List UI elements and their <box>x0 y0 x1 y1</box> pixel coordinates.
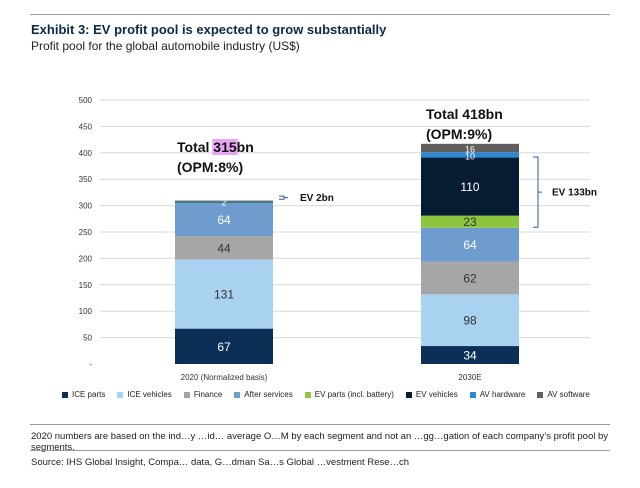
data-label: 62 <box>463 271 477 285</box>
bar-segment-av-hardware <box>421 152 519 158</box>
x-category-label: 2030E <box>458 373 481 382</box>
y-tick-label: 450 <box>79 122 93 131</box>
y-tick-label: 200 <box>79 254 93 263</box>
y-tick-label: 300 <box>79 202 93 211</box>
bar-segment-av-software <box>421 143 519 153</box>
y-tick-label: - <box>89 360 92 369</box>
total-annotation: Total 418bn <box>426 106 503 122</box>
bar-segment-ice-vehicles <box>175 259 273 329</box>
legend-item: AV hardware <box>469 390 526 399</box>
legend-item: AV software <box>537 390 590 399</box>
legend-swatch <box>117 391 124 398</box>
legend-label: ICE vehicles <box>127 390 172 399</box>
data-label: 131 <box>214 288 234 302</box>
bar-segment-ev-parts-incl-battery- <box>421 215 519 228</box>
data-label: 44 <box>217 241 231 255</box>
legend-label: EV parts (incl. battery) <box>314 390 394 399</box>
legend-swatch <box>405 391 412 398</box>
legend-item: After services <box>234 390 293 399</box>
bar-segment-ice-parts <box>421 346 519 364</box>
legend-item: ICE vehicles <box>117 390 172 399</box>
bar-segment-ev-vehicles <box>421 157 519 216</box>
legend-label: Finance <box>193 390 223 399</box>
legend-label: EV vehicles <box>415 390 458 399</box>
bar-segment-ice-parts <box>175 328 273 364</box>
data-label: 16 <box>465 145 475 155</box>
y-tick-label: 250 <box>79 228 93 237</box>
ev-bracket-label: EV 133bn <box>552 188 597 199</box>
data-label: 34 <box>463 349 477 363</box>
data-label: 23 <box>463 215 477 229</box>
bar-segment-finance <box>421 261 519 295</box>
source-note: Source: IHS Global Insight, Compa… data,… <box>31 457 410 468</box>
y-tick-label: 50 <box>83 334 92 343</box>
source-rule <box>30 450 610 451</box>
legend-swatch <box>234 391 241 398</box>
legend-item: Finance <box>183 390 223 399</box>
data-label: 67 <box>217 340 231 354</box>
ev-bracket-label: EV 2bn <box>300 193 334 204</box>
chart-legend: ICE parts ICE vehicles Finance After servic… <box>62 390 590 399</box>
y-tick-label: 100 <box>79 307 93 316</box>
highlight-mark <box>212 139 238 155</box>
footnote-rule <box>30 424 610 425</box>
data-label: 10 <box>465 151 475 161</box>
footnote: 2020 numbers are based on the ind…y …id…… <box>31 431 609 453</box>
legend-label: ICE parts <box>72 390 106 399</box>
data-label: 110 <box>460 180 479 194</box>
data-label: 64 <box>217 213 231 227</box>
exhibit-title: Exhibit 3: EV profit pool is expected to… <box>31 22 387 37</box>
bar-segment-av-software <box>175 200 273 202</box>
opm-annotation: (OPM:8%) <box>177 159 243 175</box>
bar-segment-after-services <box>421 227 519 262</box>
exhibit-subtitle: Profit pool for the global automobile in… <box>31 39 300 53</box>
total-annotation: Total 315bn <box>177 139 254 155</box>
ev-bracket <box>279 195 288 200</box>
bar-segment-ice-vehicles <box>421 294 519 347</box>
legend-swatch <box>537 391 544 398</box>
top-rule <box>30 14 610 15</box>
opm-annotation: (OPM:9%) <box>426 126 492 142</box>
data-label: 64 <box>463 238 477 252</box>
legend-swatch <box>183 391 190 398</box>
legend-swatch <box>469 391 476 398</box>
data-label: 2 <box>221 198 226 208</box>
y-tick-label: 500 <box>79 96 93 105</box>
legend-label: AV hardware <box>479 390 526 399</box>
legend-label: After services <box>244 390 293 399</box>
legend-label: AV software <box>547 390 590 399</box>
legend-item: EV vehicles <box>405 390 458 399</box>
ev-bracket <box>533 156 542 228</box>
y-tick-label: 400 <box>79 149 93 158</box>
legend-item: ICE parts <box>62 390 105 399</box>
bar-segment-finance <box>175 236 273 260</box>
legend-item: EV parts (incl. battery) <box>304 390 394 399</box>
x-category-label: 2020 (Normalized basis) <box>181 373 268 382</box>
bar-segment-av-hardware <box>175 201 273 203</box>
legend-swatch <box>62 391 68 398</box>
y-tick-label: 150 <box>79 281 93 290</box>
data-label: 98 <box>463 314 477 328</box>
legend-swatch <box>304 391 311 398</box>
y-tick-label: 350 <box>79 175 93 184</box>
bar-segment-after-services <box>175 202 273 237</box>
